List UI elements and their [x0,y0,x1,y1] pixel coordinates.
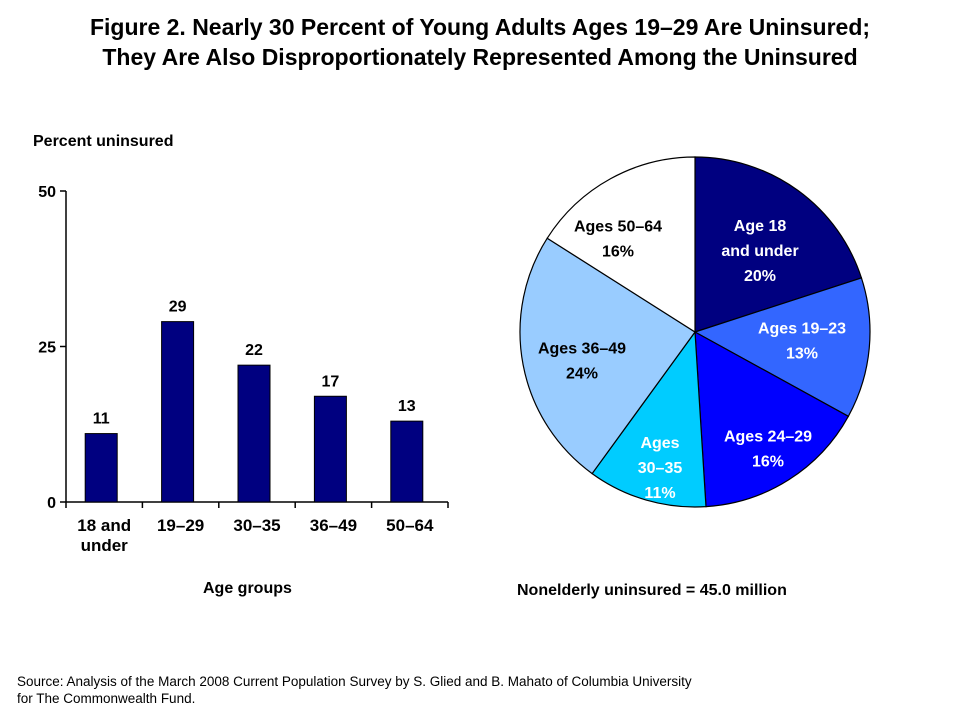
bar-value-label: 17 [322,373,340,390]
source-line-2: for The Commonwealth Fund. [17,691,196,706]
bar [313,395,347,503]
title-line-2: They Are Also Disproportionately Represe… [102,44,858,70]
pie-slice [519,237,696,475]
source-note: Source: Analysis of the March 2008 Curre… [17,673,692,707]
pie-slice-label: Ages 24–29 [724,429,812,446]
pie-slice [693,277,871,418]
pie-slice-label: 24% [566,366,598,383]
source-line-1: Source: Analysis of the March 2008 Curre… [17,674,692,689]
pie-chart: Age 18 and under 20% Ages 19–23 13% Ages 24–2… [519,156,871,508]
pie-slice-label: 20% [744,268,776,285]
pie-slice-label: 11% [644,485,675,502]
page-title: Figure 2. Nearly 30 Percent of Young Adu… [0,12,960,72]
pie-slice-label: Age 18 [734,218,787,235]
pie-slice-label: Ages 50–64 [574,219,662,236]
pie-slice-label: 30–35 [638,460,683,477]
bar-value-label: 29 [169,299,187,316]
bar [84,433,118,503]
x-tick-label: 50–64 [386,516,434,535]
pie-slice-label: 13% [786,346,818,363]
pie-slice [694,156,863,333]
bar-chart-x-axis-title: Age groups [203,580,292,597]
pie-chart-title: Nonelderly uninsured = 45.0 million [517,582,787,599]
bar-chart-y-axis-title: Percent uninsured [33,133,174,150]
title-line-1: Figure 2. Nearly 30 Percent of Young Adu… [89,14,871,40]
pie-slice-label: Ages [640,435,679,452]
pie-slice-label: Ages 36–49 [538,341,626,358]
pie-slice-label: 16% [752,454,784,471]
bar-value-label: 11 [93,411,110,428]
pie-slice [694,330,850,508]
pie-slice-label: Ages 19–23 [758,321,846,338]
x-tick-label: under [81,536,129,555]
y-tick-label: 0 [47,495,56,512]
x-tick-label: 36–49 [310,516,357,535]
bar [237,364,271,503]
pie-slice-label: and under [721,243,798,260]
pie-slice [546,156,696,334]
bar-value-label: 22 [245,342,263,359]
bar [161,321,195,503]
pie-slice-label: 16% [602,244,634,261]
x-tick-label: 18 and [77,516,131,535]
x-tick-label: 30–35 [233,516,280,535]
y-tick-label: 50 [38,184,56,201]
y-tick-label: 25 [38,340,56,357]
pie-slice [591,330,707,508]
bar-value-label: 13 [398,398,416,415]
x-tick-label: 19–29 [157,516,204,535]
bar [390,420,424,503]
